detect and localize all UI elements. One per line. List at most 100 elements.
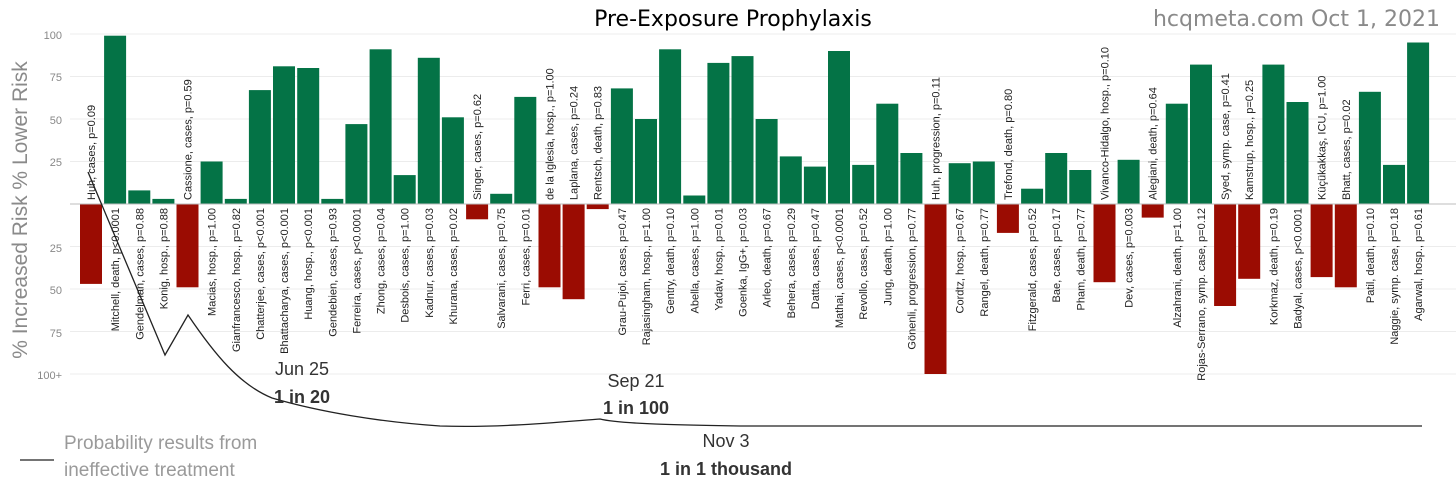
bar-label: Pham, death, p=0.77 [1075, 208, 1087, 310]
bar-label: Alzahrani, death, p=1.00 [1172, 208, 1184, 328]
bar [441, 117, 464, 204]
bar [1334, 204, 1357, 288]
y-tick-label: 50 [50, 115, 62, 127]
bar-label: Datta, cases, p=0.47 [810, 208, 822, 309]
bar-label: Chatterjee, cases, p<0.001 [255, 208, 267, 340]
bar-label: Salvarani, cases, p=0.75 [496, 208, 508, 329]
bar [273, 66, 295, 204]
annotation-date: Sep 21 [607, 371, 664, 391]
bar [538, 204, 561, 288]
bar [707, 62, 730, 205]
bar [1069, 170, 1092, 204]
bar [1407, 42, 1430, 204]
y-tick-label: 75 [50, 72, 62, 84]
bar-label: Bhattacharya, cases, p<0.001 [279, 208, 291, 354]
probability-curve [87, 171, 1422, 428]
bar-label: Konig, hosp., p=0.88 [158, 208, 170, 309]
bar-label: Singer, cases, p=0.62 [472, 94, 484, 200]
annotation-date: Nov 3 [702, 431, 749, 451]
y-tick-label: 50 [50, 285, 62, 297]
bar [876, 103, 899, 204]
bar [948, 163, 971, 204]
bar [828, 51, 850, 204]
bar [1310, 204, 1333, 278]
bar-label: Kadnur, cases, p=0.03 [424, 208, 436, 318]
legend-text-line1: Probability results from [64, 433, 257, 454]
bar [803, 166, 826, 204]
bar-label: Bae, cases, p=0.17 [1051, 208, 1063, 302]
bar-label: Jung, death, p=1.00 [882, 208, 894, 306]
bar-label: de la Iglesia, hosp., p=1.00 [545, 68, 557, 200]
bar [345, 124, 368, 204]
bar [297, 68, 320, 204]
bar-label: Ferri, cases, p=0.01 [520, 208, 532, 306]
bar-label: Grau-Pujol, cases, p=0.47 [617, 208, 629, 336]
bar [490, 193, 513, 204]
bar-label: Huang, hosp., p<0.001 [303, 208, 315, 320]
bar [610, 88, 633, 204]
y-tick-label: 75 [50, 328, 62, 340]
bar [635, 119, 657, 204]
bar [321, 198, 344, 204]
bars-group [80, 35, 1430, 374]
bar [1141, 204, 1164, 218]
bar-label: Agarwal, hosp., p=0.61 [1413, 208, 1425, 321]
bar-label: Rajasingham, hosp., p=1.00 [641, 208, 653, 345]
bar-label: Desbois, cases, p=1.00 [400, 208, 412, 323]
bar-label: Rojas-Serrano, symp. case, p=0.12 [1196, 208, 1208, 381]
bar-label: Trefond, death, p=0.80 [1003, 89, 1015, 200]
bar [176, 204, 199, 288]
bar-label: Mitchell, death, p<0.0001 [110, 208, 122, 331]
bar [128, 190, 151, 204]
bar-label: Mathai, cases, p<0.0001 [834, 208, 846, 328]
bar [755, 119, 778, 204]
bar [900, 153, 923, 204]
bar [1358, 91, 1381, 204]
bar [1093, 204, 1116, 283]
bar-label: Khurana, cases, p=0.02 [448, 208, 460, 325]
bar [393, 175, 416, 204]
bar-labels-group: Huh, cases, p=0.09 Mitchell, death, p<0.0… [86, 47, 1425, 381]
bar [586, 204, 609, 210]
bar-label: Vivanco-Hidalgo, hosp., p=0.10 [1100, 47, 1112, 200]
bar [1214, 204, 1237, 306]
bar [1021, 188, 1044, 204]
annotation-odds: 1 in 20 [274, 387, 330, 407]
bar [1117, 159, 1140, 204]
bar [104, 35, 127, 205]
bar-label: Huh, cases, p=0.09 [86, 105, 98, 200]
bar [1165, 103, 1188, 204]
bar [224, 198, 247, 204]
annotation-date: Jun 25 [275, 359, 329, 379]
bar-label: Syed, symp. case, p=0.41 [1220, 73, 1232, 200]
bar-label: Gendebien, cases, p=0.93 [327, 208, 339, 337]
bar-label: Korkmaz, death, p=0.19 [1268, 208, 1280, 325]
bar [1383, 164, 1405, 204]
bar-label: Rentsch, death, p=0.83 [593, 86, 605, 200]
y-tick-label: 100 [44, 30, 62, 42]
bar-label: Gentry, death, p=0.10 [665, 208, 677, 314]
bar [1262, 64, 1285, 204]
bar [248, 90, 271, 204]
bar [514, 96, 537, 204]
bar-label: Macias, hosp., p=1.00 [207, 208, 219, 316]
y-tick-label: 100+ [37, 370, 62, 382]
bar [562, 204, 585, 300]
bar-label: Revollo, cases, p=0.52 [858, 208, 870, 320]
bar-label: Gönenli, progression, p=0.77 [906, 208, 918, 350]
annotation-odds: 1 in 1 thousand [660, 459, 792, 479]
bar-label: Bhatt, cases, p=0.02 [1341, 99, 1353, 200]
bar [417, 57, 440, 204]
y-tick-label: 25 [50, 157, 62, 169]
bar-label: Ferreira, cases, p<0.0001 [351, 208, 363, 334]
bar [731, 56, 754, 204]
source-label: hcqmeta.com Oct 1, 2021 [1153, 7, 1440, 32]
legend-text-line2: ineffective treatment [64, 460, 235, 481]
bar [972, 161, 995, 204]
bar-label: Gendelman, cases, p=0.88 [134, 208, 146, 340]
bar-label: Naggie, symp. case, p=0.18 [1389, 208, 1401, 345]
bar [996, 204, 1019, 233]
bar [152, 198, 175, 204]
bar-label: Badyal, cases, p<0.0001 [1293, 208, 1305, 329]
